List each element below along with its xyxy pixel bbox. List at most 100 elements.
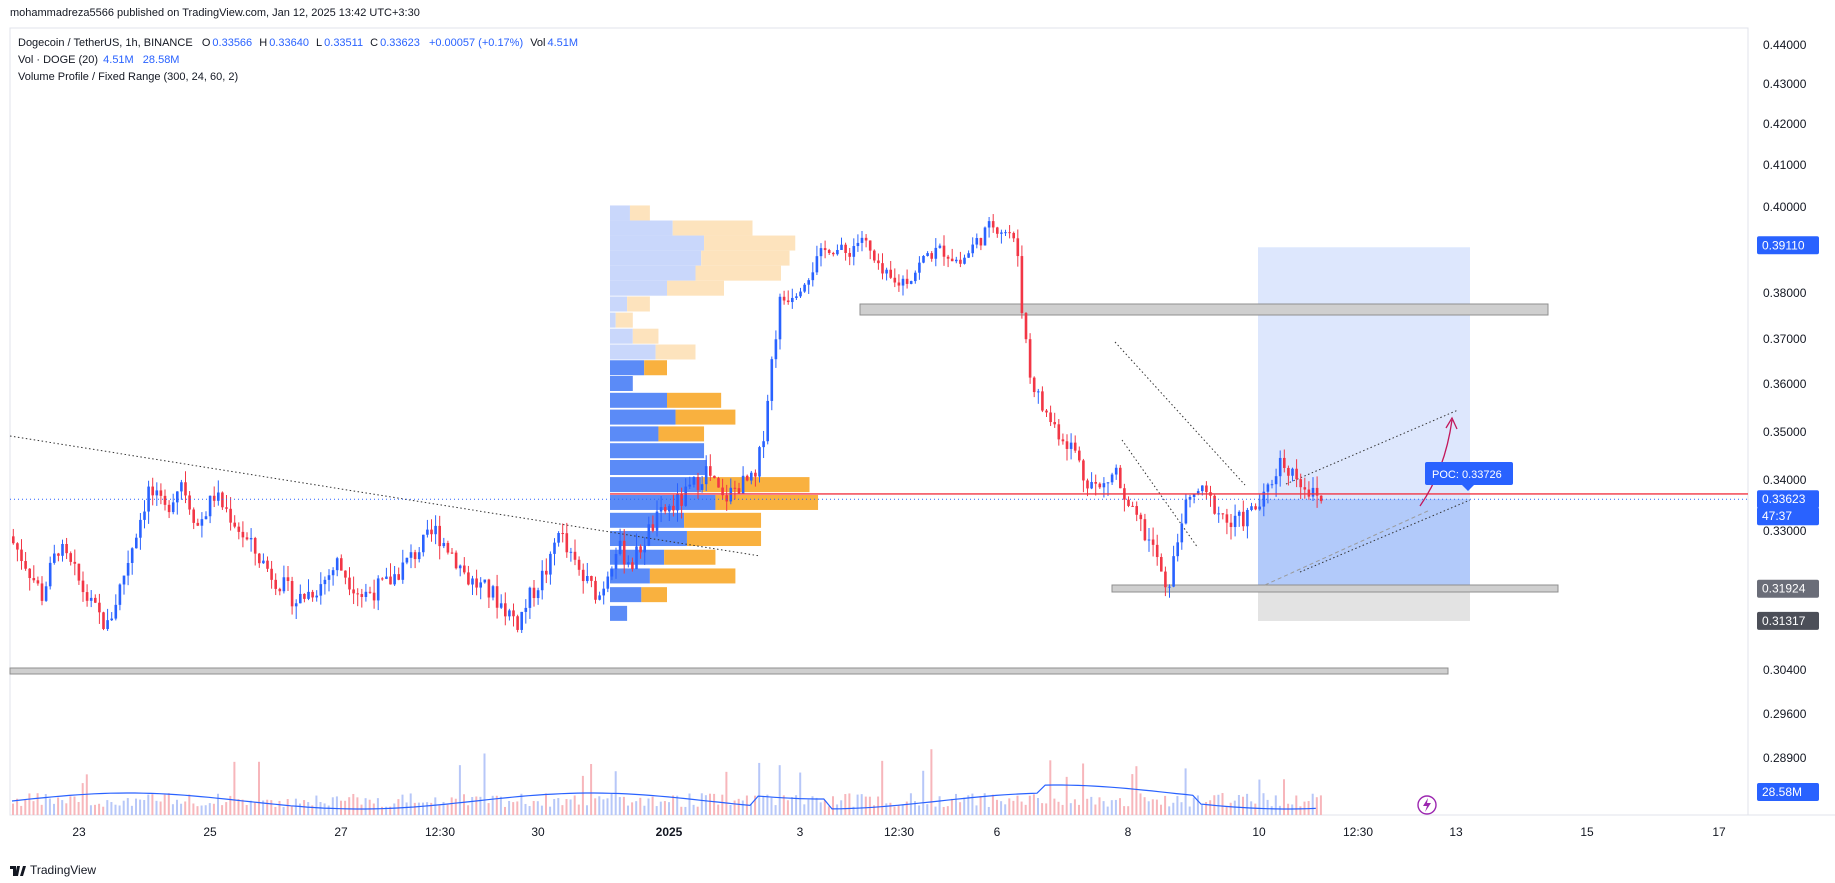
vp-up-bar	[610, 205, 630, 221]
candle-body	[65, 543, 68, 554]
volume-bar	[1315, 797, 1318, 815]
volume-bar	[1262, 793, 1265, 815]
candle-body	[40, 583, 44, 601]
candle-body	[147, 486, 150, 512]
volume-bar	[602, 799, 605, 815]
volume-bar	[204, 805, 207, 815]
volume-bar	[200, 805, 203, 815]
candle-body	[1147, 539, 1151, 541]
volume-bar	[1127, 806, 1130, 815]
volume-bar	[143, 800, 146, 815]
volume-bar	[868, 796, 871, 815]
volume-bar	[516, 801, 519, 815]
candle-body	[303, 593, 306, 599]
candle-body	[1237, 511, 1241, 516]
candle-body	[151, 486, 154, 496]
candle-body	[873, 250, 876, 261]
symbol-title[interactable]: Dogecoin / TetherUS, 1h, BINANCE	[18, 37, 193, 49]
volume-bar	[688, 793, 691, 815]
candle-body	[602, 588, 605, 596]
volume-bar	[114, 804, 117, 815]
candle-body	[1041, 391, 1044, 411]
candle-body	[524, 607, 528, 612]
candle-body	[454, 552, 458, 569]
volume-bar	[1139, 793, 1142, 815]
volume-bar	[639, 797, 642, 815]
candle-body	[413, 552, 417, 560]
volume-indicator-title[interactable]: Vol · DOGE (20)	[18, 54, 99, 66]
vp-down-bar	[629, 205, 650, 221]
volume-ma-value: 28.58M	[142, 54, 180, 66]
candle-body	[807, 280, 810, 285]
candle-body	[717, 478, 720, 488]
price-badge-text: 28.58M	[1762, 785, 1802, 799]
candle-body	[1246, 509, 1249, 527]
candle-body	[188, 495, 191, 510]
volume-bar	[28, 793, 31, 815]
candle-body	[372, 592, 376, 601]
vp-indicator-row[interactable]: Volume Profile / Fixed Range (300, 24, 6…	[18, 69, 582, 86]
volume-bar	[1205, 801, 1208, 815]
volume-bar	[856, 794, 859, 815]
candle-body	[262, 560, 265, 564]
symbol-row[interactable]: Dogecoin / TetherUS, 1h, BINANCE O 0.3356…	[18, 35, 582, 52]
candle-body	[1258, 506, 1261, 510]
candle-body	[331, 570, 335, 576]
volume-bar	[504, 806, 506, 815]
candle-body	[1061, 439, 1065, 442]
candle-body	[791, 297, 794, 303]
volume-bar	[270, 800, 273, 815]
volume-bar	[1032, 794, 1035, 815]
volume-bar	[741, 800, 744, 815]
volume-indicator-row[interactable]: Vol · DOGE (20) 4.51M 28.58M	[18, 52, 582, 69]
volume-bar	[1000, 801, 1003, 815]
plot-frame	[9, 27, 1749, 816]
vp-up-bar	[610, 568, 650, 584]
candle-body	[73, 561, 77, 564]
volume-bar	[577, 804, 580, 815]
volume-bar	[573, 795, 576, 815]
poc-label-box	[1425, 462, 1513, 485]
volume-bar	[225, 802, 228, 815]
position-stop-zone	[1258, 588, 1470, 621]
candle-body	[938, 245, 942, 248]
volume-bar	[495, 795, 498, 815]
volume-bar	[405, 802, 408, 815]
candle-body	[512, 610, 515, 617]
candle-body	[1180, 523, 1184, 543]
volume-bar	[1016, 795, 1019, 815]
candle-body	[483, 579, 487, 583]
volume-bar	[1114, 799, 1117, 815]
candle-body	[577, 559, 581, 570]
volume-bar	[1106, 806, 1109, 815]
candle-body	[1250, 506, 1253, 510]
vp-down-bar	[658, 426, 705, 442]
volume-bar	[545, 793, 547, 815]
volume-bar	[967, 795, 970, 815]
time-axis-tick: 30	[531, 825, 545, 839]
volume-bar	[249, 800, 252, 815]
candle-body	[340, 558, 343, 571]
vp-up-bar	[610, 512, 685, 528]
volume-bar	[1319, 795, 1322, 815]
tradingview-footer[interactable]: TradingView	[10, 863, 96, 877]
vp-down-bar	[655, 344, 696, 360]
volume-bar	[376, 798, 379, 815]
volume-bar	[98, 803, 101, 815]
candle-body	[516, 616, 519, 630]
candle-body	[430, 529, 433, 535]
volume-bar	[844, 794, 847, 815]
volume-bar	[1221, 793, 1224, 815]
candle-body	[426, 529, 429, 535]
candle-body	[1024, 313, 1028, 340]
vp-indicator-title[interactable]: Volume Profile / Fixed Range (300, 24, 6…	[18, 71, 239, 83]
volume-bar	[48, 798, 51, 815]
candle-body	[971, 244, 974, 254]
candle-body	[553, 542, 556, 554]
volume-bar	[1270, 806, 1273, 815]
candle-body	[1110, 474, 1114, 483]
volume-bar	[1020, 801, 1023, 815]
candle-body	[1201, 485, 1204, 492]
candle-body	[315, 595, 318, 598]
